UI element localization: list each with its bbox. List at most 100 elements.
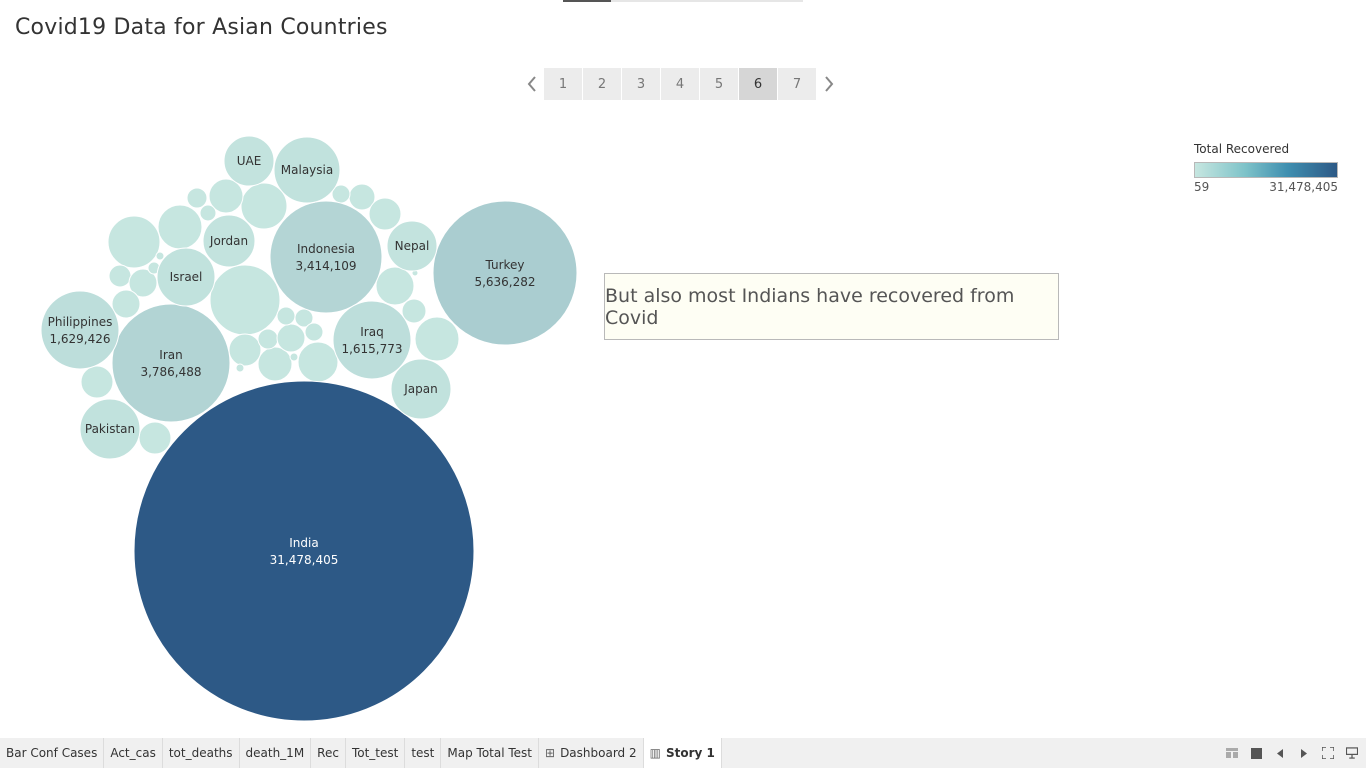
sheet-tab[interactable]: tot_deaths [163, 738, 240, 768]
story-page-4[interactable]: 4 [661, 68, 699, 100]
prev-sheet-icon[interactable] [1274, 747, 1286, 759]
bubble-mark[interactable] [401, 298, 427, 324]
bubble-nepal[interactable] [386, 220, 438, 272]
bubble-mark[interactable] [276, 306, 296, 326]
filmstrip-icon[interactable] [1250, 747, 1262, 759]
bubble-mark[interactable] [199, 204, 217, 222]
bubble-mark[interactable] [257, 328, 279, 350]
sheet-tab[interactable]: Act_cas [104, 738, 163, 768]
next-sheet-icon[interactable] [1298, 747, 1310, 759]
fullscreen-icon[interactable] [1322, 747, 1334, 759]
bubble-mark[interactable] [235, 363, 245, 373]
bubble-label: Philippines [48, 315, 113, 329]
bubble-indonesia[interactable] [269, 200, 383, 314]
bubble-label: Turkey [484, 258, 524, 272]
sheet-sorter-icon[interactable] [1226, 747, 1238, 759]
sheet-tab[interactable]: Map Total Test [441, 738, 539, 768]
bubble-mark[interactable] [209, 264, 281, 336]
bubble-mark[interactable] [289, 352, 299, 362]
sheet-tab[interactable]: test [405, 738, 442, 768]
chevron-right-icon[interactable] [817, 68, 841, 100]
bubble-label: Jordan [209, 234, 248, 248]
bubble-iran[interactable] [111, 303, 231, 423]
sheet-tab-label: Act_cas [110, 746, 156, 760]
bubble-mark[interactable] [368, 197, 402, 231]
bubble-iraq[interactable] [332, 300, 412, 380]
bubble-pakistan[interactable] [79, 398, 141, 460]
sheet-tab-label: death_1M [245, 746, 305, 760]
story-title: Covid19 Data for Asian Countries [15, 15, 388, 40]
bubble-mark[interactable] [128, 268, 158, 298]
bubble-label: Iraq [360, 325, 383, 339]
bubble-mark[interactable] [186, 187, 208, 209]
story-page-5[interactable]: 5 [700, 68, 738, 100]
story-page-7[interactable]: 7 [778, 68, 816, 100]
sheet-tab-label: test [411, 746, 435, 760]
bubble-malaysia[interactable] [273, 136, 341, 204]
sheet-tab[interactable]: ⊞ Dashboard 2 [539, 738, 644, 768]
bubble-label: Malaysia [281, 163, 333, 177]
bubble-mark[interactable] [240, 182, 288, 230]
bubble-mark[interactable] [228, 333, 262, 367]
bubble-jordan[interactable] [202, 214, 256, 268]
bubble-value-label: 3,786,488 [140, 365, 201, 379]
legend-labels: 59 31,478,405 [1194, 180, 1338, 194]
bubble-mark[interactable] [375, 266, 415, 306]
bubble-label: Iran [159, 348, 182, 362]
bubble-label: Israel [170, 270, 203, 284]
bubble-mark[interactable] [80, 365, 114, 399]
sheet-tab-label: Map Total Test [447, 746, 532, 760]
sheet-tab[interactable]: Tot_test [346, 738, 406, 768]
bubble-india[interactable] [133, 380, 475, 722]
bubble-value-label: 5,636,282 [474, 275, 535, 289]
color-legend: Total Recovered 59 31,478,405 [1194, 142, 1344, 194]
bubble-label: UAE [237, 154, 262, 168]
bubble-uae[interactable] [223, 135, 275, 187]
bubble-value-label: 31,478,405 [270, 553, 339, 567]
sheet-tab-label: Rec [317, 746, 339, 760]
sheet-tab-label: Bar Conf Cases [6, 746, 98, 760]
bubble-mark[interactable] [155, 251, 165, 261]
bubble-mark[interactable] [257, 346, 293, 382]
bubble-value-label: 1,629,426 [49, 332, 110, 346]
bubble-japan[interactable] [390, 358, 452, 420]
bubble-mark[interactable] [111, 289, 141, 319]
bubble-philippines[interactable] [40, 290, 120, 370]
sheet-tab-label: Dashboard 2 [560, 746, 637, 760]
presentation-icon[interactable] [1346, 747, 1358, 759]
bubble-mark[interactable] [138, 421, 172, 455]
bubble-mark[interactable] [157, 204, 203, 250]
story-progress-bar [563, 0, 803, 2]
view-controls [1226, 738, 1358, 768]
bubble-mark[interactable] [414, 316, 460, 362]
sheet-tab-bar: Bar Conf Cases Act_cas tot_deaths death_1M R… [0, 738, 1366, 768]
bubble-label: Nepal [395, 239, 430, 253]
story-page-2[interactable]: 2 [583, 68, 621, 100]
legend-max-label: 31,478,405 [1269, 180, 1338, 194]
chevron-left-icon[interactable] [520, 68, 544, 100]
story-caption: But also most Indians have recovered fro… [604, 273, 1059, 340]
dashboard-icon: ⊞ [545, 746, 556, 760]
story-page-1[interactable]: 1 [544, 68, 582, 100]
bubble-label: Pakistan [85, 422, 135, 436]
sheet-tab[interactable]: death_1M [240, 738, 312, 768]
story-page-3[interactable]: 3 [622, 68, 660, 100]
story-page-6[interactable]: 6 [739, 68, 777, 100]
bubble-mark[interactable] [304, 322, 324, 342]
bubble-mark[interactable] [208, 178, 244, 214]
sheet-tab[interactable]: ▥ Story 1 [643, 738, 722, 768]
sheet-tab[interactable]: Rec [311, 738, 346, 768]
bubble-mark[interactable] [297, 341, 339, 383]
bubble-mark[interactable] [108, 264, 132, 288]
sheet-tab-label: Story 1 [665, 746, 715, 760]
bubble-mark[interactable] [107, 215, 161, 269]
sheet-tab-label: tot_deaths [168, 746, 233, 760]
sheet-tab[interactable]: Bar Conf Cases [0, 738, 105, 768]
bubble-mark[interactable] [276, 323, 306, 353]
bubble-turkey[interactable] [432, 200, 578, 346]
bubble-israel[interactable] [156, 247, 216, 307]
legend-gradient-bar [1194, 162, 1338, 178]
legend-min-label: 59 [1194, 180, 1210, 194]
